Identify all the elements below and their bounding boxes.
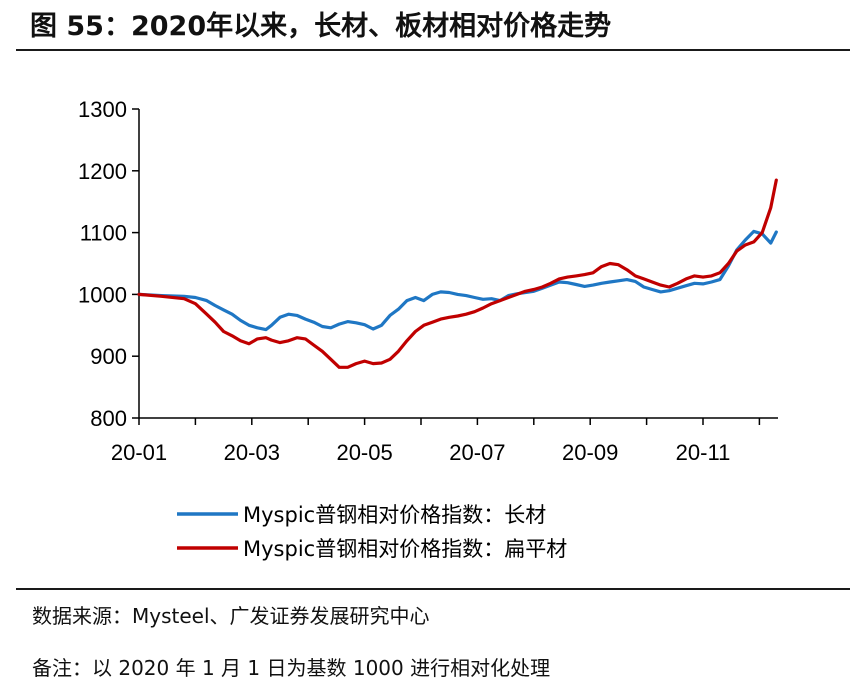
title-divider xyxy=(16,49,850,51)
x-tick-label: 20-03 xyxy=(224,440,280,465)
legend-label: Myspic普钢相对价格指数：扁平材 xyxy=(243,537,567,561)
series-line-flat-steel xyxy=(137,178,778,369)
x-tick-label: 20-09 xyxy=(562,440,618,465)
remark-note: 备注：以 2020 年 1 月 1 日为基数 1000 进行相对化处理 xyxy=(32,656,551,680)
legend-label: Myspic普钢相对价格指数：长材 xyxy=(243,503,546,527)
x-tick-label: 20-05 xyxy=(336,440,392,465)
y-tick-label: 1300 xyxy=(78,97,127,122)
y-axis-ticks: 800 900 1000 1100 1200 1300 xyxy=(78,97,139,431)
y-tick-label: 1100 xyxy=(80,221,127,246)
series-lines xyxy=(137,178,778,369)
x-tick-label: 20-01 xyxy=(111,440,167,465)
series-line-long-steel xyxy=(137,229,778,332)
x-tick-label: 20-11 xyxy=(676,440,731,465)
y-tick-label: 900 xyxy=(90,344,127,369)
chart-axes xyxy=(138,109,778,419)
x-tick-label: 20-07 xyxy=(449,440,505,465)
figure-title: 图 55：2020年以来，长材、板材相对价格走势 xyxy=(30,11,612,42)
y-tick-label: 800 xyxy=(90,406,127,431)
y-tick-label: 1200 xyxy=(78,159,127,184)
source-note: 数据来源：Mysteel、广发证券发展研究中心 xyxy=(32,604,430,628)
footer-divider xyxy=(16,588,850,590)
chart-legend: Myspic普钢相对价格指数：长材 Myspic普钢相对价格指数：扁平材 xyxy=(177,503,567,561)
y-tick-label: 1000 xyxy=(78,282,127,307)
x-axis-ticks: 20-01 20-03 20-05 20-07 20-09 20-11 xyxy=(111,418,761,465)
